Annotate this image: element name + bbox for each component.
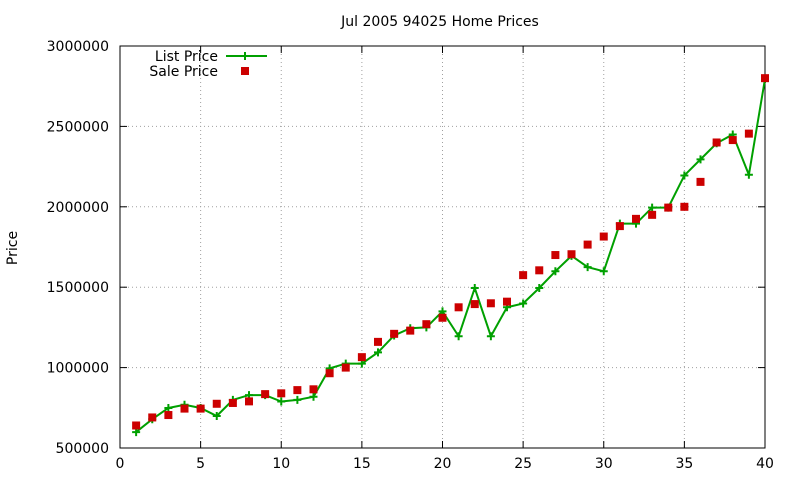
x-tick-label: 25 [514,456,532,472]
sale-price-point [470,300,479,309]
sale-price-point [486,299,495,308]
x-tick-label: 5 [196,456,205,472]
list-price-point [212,412,221,421]
sale-price-point [454,303,463,312]
grid-lines [120,46,765,448]
sale-price-point [712,138,721,147]
sale-price-point [132,421,141,430]
sale-price-point [567,250,576,259]
sale-price-point [196,404,205,413]
sale-price-point [341,363,350,372]
sale-price-point [261,390,270,399]
sale-price-point [648,210,657,219]
series-sale-price [132,74,769,430]
legend-point-swatch [241,67,249,75]
y-tick-label: 2000000 [47,200,109,216]
sale-price-point [728,136,737,145]
sale-price-point [535,266,544,275]
list-price-point [277,397,286,406]
x-tick-label: 0 [116,456,125,472]
sale-price-point [680,202,689,211]
list-price-point [519,299,528,308]
sale-price-point [212,399,221,408]
list-price-point [309,392,318,401]
x-tick-label: 10 [272,456,290,472]
axis-ticks: 0 5 10 15 20 25 30 35 40 500000 1000000 1500000 2000… [47,39,774,472]
legend-point-swatch [241,52,249,60]
list-price-point [164,403,173,412]
list-price-point [535,284,544,293]
list-price-point [599,267,608,276]
sale-price-point [245,397,253,406]
list-price-point [680,171,689,180]
series-layer [132,74,769,437]
list-price-point [374,348,382,357]
list-price-line [135,78,766,433]
sale-price-point [664,203,673,212]
sale-price-point [422,320,431,329]
y-tick-label: 3000000 [47,39,109,55]
sale-price-point [277,389,286,398]
sale-price-point [293,386,302,395]
sale-price-point [180,404,189,413]
sale-price-point [357,353,366,362]
sale-price-point [228,398,237,407]
sale-price-point [519,271,528,280]
y-tick-label: 1000000 [47,361,109,377]
sale-price-point [551,251,560,260]
list-price-point [648,203,657,212]
list-price-point [583,263,592,272]
sale-price-point [632,214,640,223]
sale-price-point [583,240,592,249]
sale-price-point [325,369,334,378]
series-list-price [132,74,769,437]
sale-price-point [148,413,157,422]
sale-price-point [615,222,624,231]
sale-price-point [390,329,399,338]
list-price-point [551,267,560,276]
sale-price-point [406,326,415,335]
sale-price-point [696,177,705,186]
legend-label: List Price [155,49,218,65]
list-price-point [470,284,479,293]
sale-price-point [744,129,753,138]
sale-price-point [761,74,769,83]
x-tick-label: 15 [353,456,371,472]
sale-price-point [374,337,382,346]
x-tick-label: 35 [675,456,693,472]
x-tick-label: 40 [756,456,774,472]
list-price-point [744,170,753,179]
sale-price-point [164,411,173,420]
y-tick-label: 2500000 [47,119,109,135]
chart-title: Jul 2005 94025 Home Prices [340,14,539,30]
x-tick-label: 20 [434,456,452,472]
y-axis-label: Price [5,231,21,265]
legend-label: Sale Price [149,64,218,80]
x-tick-label: 30 [595,456,613,472]
sale-price-point [438,313,447,322]
list-price-point [454,332,463,341]
sale-price-point [309,385,318,394]
list-price-point [486,332,495,341]
list-price-point [293,395,302,404]
sale-price-point [599,232,608,241]
y-tick-label: 1500000 [47,280,109,296]
list-price-point [696,155,705,164]
y-tick-label: 500000 [56,441,109,457]
sale-price-point [503,297,511,306]
